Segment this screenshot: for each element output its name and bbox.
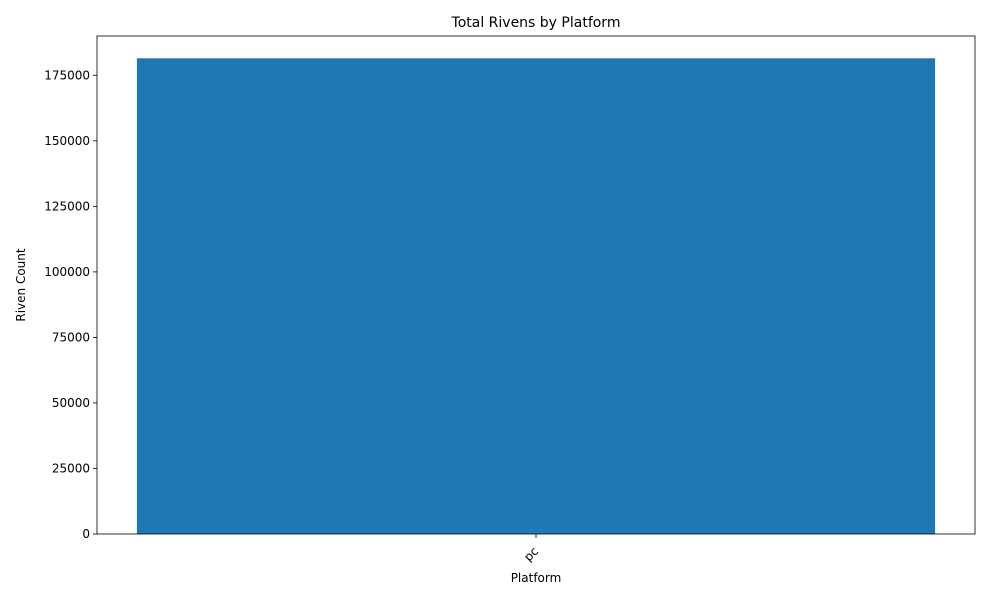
y-tick-label: 75000 [52, 330, 90, 344]
chart-title: Total Rivens by Platform [451, 15, 621, 31]
x-axis-title: Platform [511, 571, 562, 585]
y-tick-label: 25000 [52, 461, 90, 475]
y-axis-ticks: 0 25000 50000 75000 100000 125000 150000 175000 [44, 68, 97, 541]
x-tick-label-pc: pc [521, 544, 541, 564]
y-tick-label: 175000 [44, 68, 90, 82]
x-axis-ticks: pc [521, 534, 541, 564]
y-tick-label: 0 [82, 527, 90, 541]
y-tick-label: 50000 [52, 396, 90, 410]
y-tick-label: 125000 [44, 199, 90, 213]
plot-frame [96, 35, 976, 535]
bars-layer [136, 58, 936, 535]
bar-pc [136, 58, 936, 535]
y-axis-title: Riven Count [14, 248, 28, 322]
y-tick-label: 150000 [44, 134, 90, 148]
y-tick-label: 100000 [44, 265, 90, 279]
